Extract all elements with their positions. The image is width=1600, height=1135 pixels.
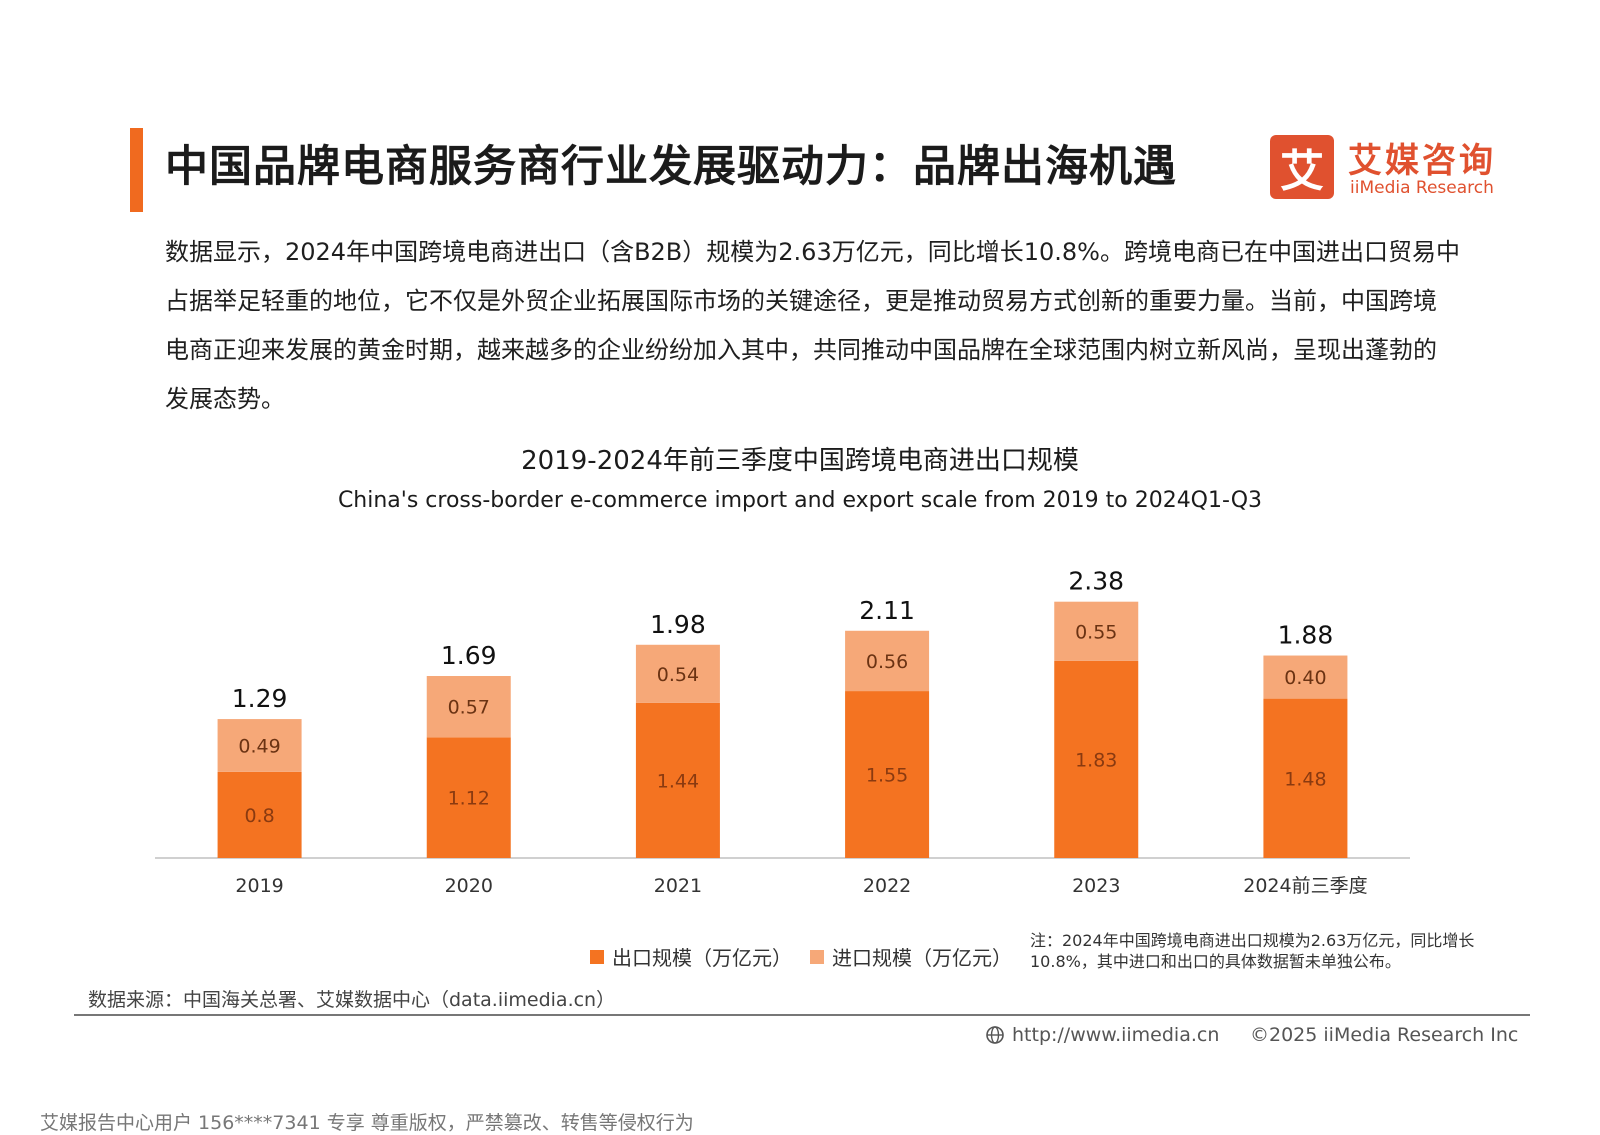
page-title: 中国品牌电商服务商行业发展驱动力：品牌出海机遇 bbox=[165, 142, 1177, 192]
total-label-2022: 2.11 bbox=[859, 596, 915, 625]
data-label-import-2019: 0.49 bbox=[238, 735, 280, 757]
bar-export-2020 bbox=[426, 737, 511, 858]
chart-title: 2019-2024年前三季度中国跨境电商进出口规模 bbox=[521, 446, 1079, 476]
data-source: 数据来源：中国海关总署、艾媒数据中心（data.iimedia.cn） bbox=[88, 989, 616, 1011]
title-accent-bar bbox=[130, 128, 143, 212]
data-label-import-2023: 0.55 bbox=[1075, 621, 1117, 643]
total-label-2023: 2.38 bbox=[1068, 567, 1124, 596]
intro-paragraph: 数据显示，2024年中国跨境电商进出口（含B2B）规模为2.63万亿元，同比增长… bbox=[165, 238, 1460, 413]
legend-item-import: 进口规模（万亿元） bbox=[810, 942, 1012, 971]
total-label-2024前三季度: 1.88 bbox=[1278, 621, 1334, 650]
bar-import-2022 bbox=[845, 630, 930, 692]
bar-export-2023 bbox=[1054, 660, 1139, 858]
data-label-export-2023: 1.83 bbox=[1075, 749, 1117, 771]
bar-import-2019 bbox=[217, 719, 302, 772]
bar-import-2023 bbox=[1054, 601, 1139, 661]
footer-url-text[interactable]: http://www.iimedia.cn bbox=[1012, 1024, 1220, 1046]
bar-export-2024前三季度 bbox=[1263, 698, 1348, 858]
logo-en-text: iiMedia Research bbox=[1350, 178, 1494, 198]
legend-swatch-import bbox=[810, 949, 824, 964]
iimedia-logo: 艾 艾媒咨询 iiMedia Research bbox=[1270, 133, 1510, 203]
x-tick-label-2021: 2021 bbox=[654, 875, 702, 897]
logo-mark: 艾 bbox=[1270, 135, 1334, 199]
legend-label-export: 出口规模（万亿元） bbox=[612, 946, 792, 970]
total-label-2021: 1.98 bbox=[650, 610, 706, 639]
bar-import-2020 bbox=[426, 676, 511, 738]
bar-import-2021 bbox=[635, 644, 720, 703]
data-label-export-2020: 1.12 bbox=[448, 788, 490, 810]
stacked-bar-chart: 0.8 0.49 1.29 2019 1.12 0.57 1.69 2020 1.44 0.54 1… bbox=[155, 567, 1410, 897]
data-label-import-2022: 0.56 bbox=[866, 651, 908, 673]
globe-icon bbox=[986, 1026, 1004, 1044]
chart-note: 注：2024年中国跨境电商进出口规模为2.63万亿元，同比增长10.8%，其中进… bbox=[1030, 931, 1475, 971]
bar-export-2019 bbox=[217, 771, 302, 858]
legend-swatch-export bbox=[590, 949, 604, 964]
x-tick-label-2019: 2019 bbox=[235, 875, 283, 897]
data-label-import-2020: 0.57 bbox=[448, 697, 490, 719]
data-label-export-2022: 1.55 bbox=[866, 765, 908, 787]
chart-legend: 出口规模（万亿元） 进口规模（万亿元） bbox=[590, 942, 1030, 971]
logo-cn-text: 艾媒咨询 bbox=[1348, 141, 1496, 181]
bar-import-2024前三季度 bbox=[1263, 655, 1348, 699]
bar-export-2022 bbox=[845, 691, 930, 858]
chart-subtitle: China's cross-border e-commerce import a… bbox=[337, 488, 1263, 513]
total-label-2020: 1.69 bbox=[441, 641, 497, 670]
x-tick-label-2024前三季度: 2024前三季度 bbox=[1243, 875, 1367, 897]
data-label-import-2021: 0.54 bbox=[657, 664, 699, 686]
x-tick-label-2022: 2022 bbox=[863, 875, 911, 897]
data-label-export-2021: 1.44 bbox=[657, 770, 699, 792]
data-label-import-2024前三季度: 0.40 bbox=[1284, 667, 1326, 689]
legend-item-export: 出口规模（万亿元） bbox=[590, 942, 792, 971]
data-label-export-2019: 0.8 bbox=[244, 805, 274, 827]
data-label-export-2024前三季度: 1.48 bbox=[1284, 768, 1326, 790]
watermark-text: 艾媒报告中心用户 156****7341 专享 尊重版权，严禁篡改、转售等侵权行… bbox=[40, 1112, 694, 1134]
footer-url[interactable]: http://www.iimedia.cn bbox=[985, 1024, 1219, 1046]
x-tick-label-2023: 2023 bbox=[1072, 875, 1120, 897]
bar-export-2021 bbox=[635, 702, 720, 858]
legend-label-import: 进口规模（万亿元） bbox=[832, 946, 1012, 970]
footer-copyright: ©2025 iiMedia Research Inc bbox=[1250, 1024, 1519, 1046]
footer-divider bbox=[74, 1014, 1530, 1016]
total-label-2019: 1.29 bbox=[232, 684, 288, 713]
x-tick-label-2020: 2020 bbox=[445, 875, 493, 897]
